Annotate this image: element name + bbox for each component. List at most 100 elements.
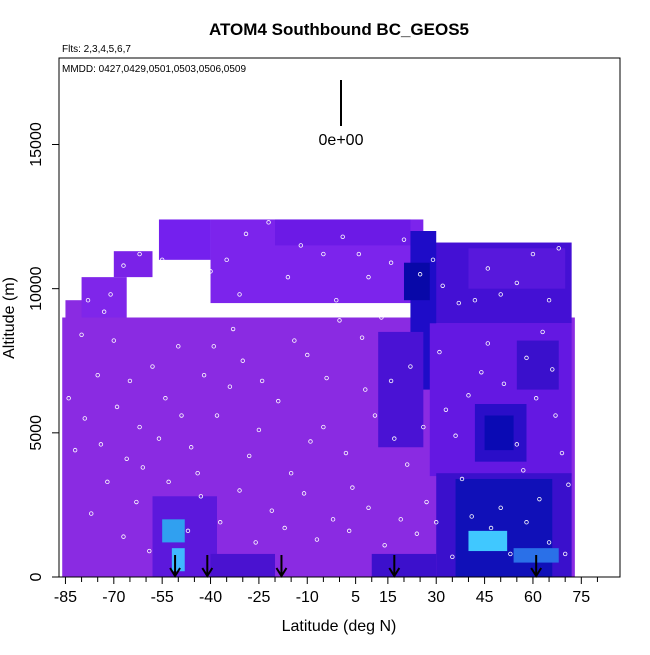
sample-marker-98 — [211, 344, 216, 349]
sample-marker-34 — [188, 445, 194, 450]
sample-marker-108 — [372, 413, 378, 418]
sample-marker-73 — [301, 491, 307, 496]
sample-marker-115 — [485, 341, 491, 346]
sample-marker-83 — [469, 514, 474, 519]
sample-marker-131 — [485, 266, 491, 271]
sample-marker-51 — [443, 407, 449, 412]
sample-marker-57 — [553, 413, 558, 418]
sample-marker-59 — [72, 447, 78, 453]
sample-marker-32 — [163, 396, 168, 401]
sample-marker-100 — [240, 358, 245, 363]
sample-marker-67 — [198, 494, 204, 499]
sample-marker-106 — [343, 450, 349, 456]
sample-marker-53 — [479, 370, 484, 375]
field-cell-10 — [403, 262, 430, 301]
x-tick-label-2: -55 — [151, 589, 174, 606]
sample-marker-19 — [472, 298, 478, 303]
sample-marker-124 — [182, 303, 187, 309]
x-axis: -85 -70 -55 -40 -25 -10 5 15 30 45 60 75 — [54, 577, 598, 606]
sample-marker-14 — [356, 251, 362, 257]
x-tick-label-10: 60 — [524, 589, 542, 606]
sample-marker-99 — [227, 384, 233, 389]
sample-marker-91 — [98, 442, 104, 447]
concentration-field — [62, 219, 575, 577]
sample-marker-127 — [334, 298, 339, 303]
sample-marker-74 — [314, 537, 320, 542]
sample-marker-96 — [179, 413, 184, 418]
sample-marker-48 — [392, 436, 397, 441]
sample-marker-41 — [288, 471, 294, 476]
field-cell-18 — [468, 530, 508, 552]
y-tick-label-2: 10000 — [28, 266, 45, 311]
field-cell-4 — [158, 219, 211, 260]
sample-marker-10 — [266, 220, 271, 225]
arrow-3 — [388, 555, 401, 578]
sample-marker-20 — [498, 292, 503, 297]
sample-marker-84 — [488, 525, 494, 531]
scale-bar-label: 0e+00 — [319, 132, 364, 149]
sample-marker-112 — [437, 349, 442, 355]
sample-marker-75 — [330, 517, 336, 522]
field-cell-24 — [371, 553, 437, 577]
sample-marker-28 — [111, 338, 117, 343]
sample-marker-29 — [127, 378, 133, 384]
sample-marker-97 — [195, 471, 200, 476]
arrow-head-4 — [530, 567, 543, 578]
x-axis-label: Latitude (deg N) — [282, 618, 397, 635]
x-tick-label-9: 45 — [476, 589, 494, 606]
dates-label: MMDD: 0427,0429,0501,0503,0506,0509 — [62, 64, 246, 75]
sample-marker-122 — [130, 298, 136, 303]
sample-marker-3 — [137, 251, 142, 257]
sample-marker-117 — [521, 468, 526, 473]
y-tick-label-3: 15000 — [28, 122, 45, 167]
field-cell-21 — [162, 519, 185, 543]
sample-marker-7 — [208, 269, 213, 274]
sample-marker-6 — [188, 269, 194, 274]
x-tick-label-3: -40 — [199, 589, 222, 606]
sample-marker-92 — [114, 404, 120, 410]
sample-marker-72 — [282, 525, 287, 531]
sample-marker-123 — [159, 257, 165, 263]
sample-marker-52 — [459, 476, 465, 482]
field-cell-14 — [516, 340, 559, 390]
sample-marker-24 — [540, 329, 545, 335]
y-axis-label: Altitude (m) — [1, 277, 18, 359]
field-cell-3 — [113, 251, 153, 278]
sample-marker-105 — [324, 375, 329, 381]
field-cell-22 — [171, 548, 185, 572]
arrow-head-2 — [275, 567, 288, 578]
sample-marker-125 — [237, 292, 242, 297]
sample-marker-76 — [346, 528, 352, 534]
sample-marker-116 — [501, 381, 507, 387]
field-cell-6 — [275, 219, 411, 246]
arrow-0 — [169, 555, 181, 578]
sample-marker-121 — [108, 292, 113, 297]
sample-marker-38 — [247, 453, 252, 459]
sample-marker-93 — [124, 456, 129, 461]
sample-marker-113 — [453, 433, 458, 438]
arrow-markers — [169, 555, 543, 578]
sample-marker-11 — [298, 243, 304, 248]
sample-marker-42 — [305, 352, 310, 358]
sample-marker-54 — [498, 505, 503, 510]
arrow-head-3 — [388, 567, 401, 578]
sample-marker-81 — [434, 520, 439, 525]
sample-marker-55 — [514, 442, 520, 447]
sample-marker-85 — [508, 551, 513, 557]
sample-marker-15 — [401, 237, 407, 242]
sample-marker-63 — [134, 499, 139, 505]
sample-marker-87 — [546, 540, 552, 545]
sample-marker-5 — [169, 309, 175, 314]
sample-marker-36 — [214, 413, 220, 418]
sample-marker-62 — [121, 534, 126, 539]
sample-marker-88 — [562, 551, 568, 557]
sample-marker-64 — [147, 548, 152, 554]
sample-marker-126 — [285, 274, 291, 280]
sample-marker-68 — [218, 520, 223, 525]
sample-marker-65 — [166, 479, 171, 485]
sample-marker-8 — [224, 257, 229, 263]
field-cell-8 — [468, 248, 566, 289]
arrow-2 — [275, 555, 288, 578]
sample-marker-66 — [185, 528, 191, 534]
